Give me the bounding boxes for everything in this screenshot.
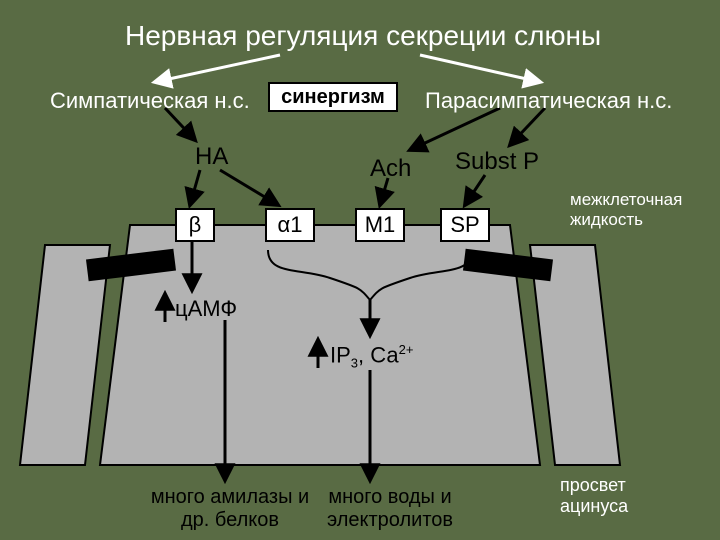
label-parasymp: Парасимпатическая н.с.	[425, 88, 672, 114]
label-substp: Subst P	[455, 148, 539, 176]
receptor-alpha1: α1	[265, 208, 315, 242]
label-na: НА	[195, 143, 228, 171]
arrow-title-to-parasymp	[420, 55, 540, 82]
receptor-beta: β	[175, 208, 215, 242]
box-synergism: синергизм	[268, 82, 398, 112]
receptor-alpha1-label: α1	[278, 212, 303, 238]
arrow-na-to-a1	[220, 170, 278, 205]
receptor-sp: SP	[440, 208, 490, 242]
page-title: Нервная регуляция секреции слюны	[125, 20, 601, 52]
arrow-parasymp-to-ach	[410, 108, 500, 150]
label-symp: Симпатическая н.с.	[50, 88, 250, 114]
label-out2: много воды иэлектролитов	[310, 486, 470, 532]
arrow-na-to-beta	[190, 170, 200, 205]
receptor-m1-label: М1	[365, 212, 396, 238]
receptor-beta-label: β	[189, 212, 202, 238]
label-fluid: межклеточнаяжидкость	[570, 190, 682, 230]
arrow-substp-to-sp	[465, 175, 485, 205]
label-ach: Аch	[370, 155, 411, 183]
label-ip3-ca: IP3, Са2+	[330, 342, 413, 371]
label-camp: цАМФ	[175, 296, 237, 322]
synergism-label: синергизм	[281, 86, 385, 109]
receptor-sp-label: SP	[450, 212, 479, 238]
label-out1: много амилазы идр. белков	[130, 486, 330, 532]
label-lumen: просветацинуса	[560, 475, 628, 517]
arrow-title-to-symp	[155, 55, 280, 82]
receptor-m1: М1	[355, 208, 405, 242]
